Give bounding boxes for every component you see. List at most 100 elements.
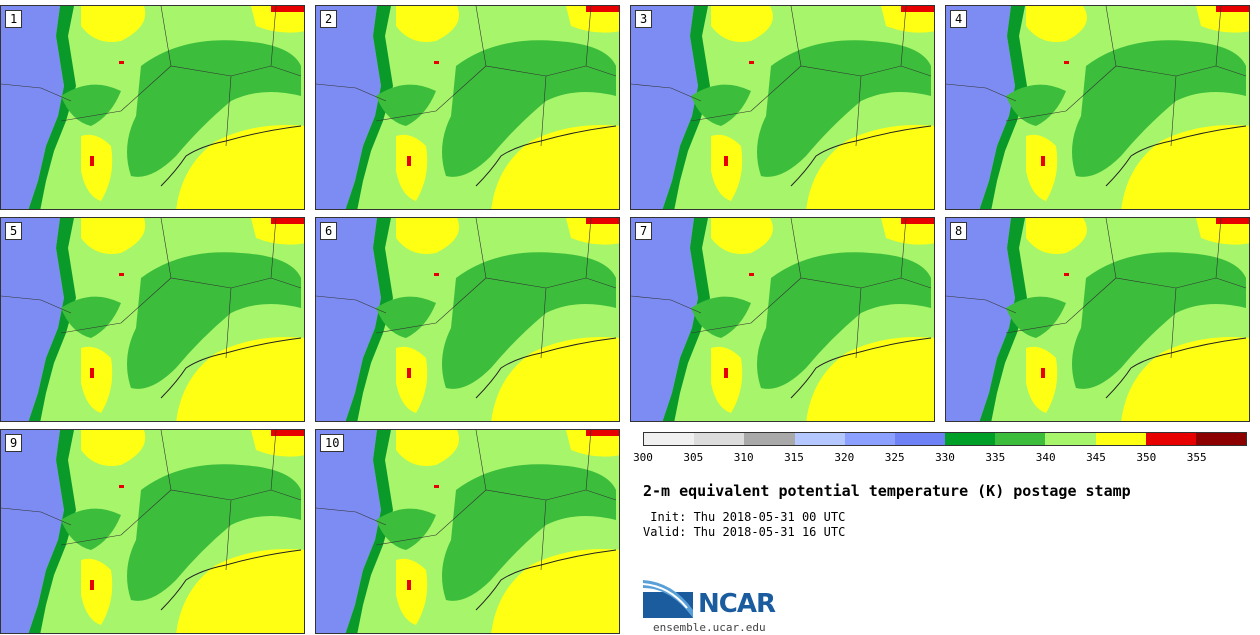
figure-title: 2-m equivalent potential temperature (K)… [643, 482, 1131, 500]
colorbar-tick-label: 325 [884, 451, 905, 464]
high-theta-northeast [566, 6, 619, 33]
moist-patch [376, 508, 436, 550]
ensemble-member-panel-8: 8 [945, 217, 1250, 422]
member-number-label: 3 [635, 10, 653, 28]
low-theta-region [631, 6, 698, 209]
ncar-logo-text: NCAR [698, 589, 776, 619]
max-theta-spot [119, 273, 124, 276]
high-theta-north [81, 430, 146, 466]
valid-time: Valid: Thu 2018-05-31 16 UTC [643, 525, 846, 539]
max-theta-spot [90, 156, 94, 166]
ensemble-member-panel-10: 10 [315, 429, 620, 634]
max-theta-spot [434, 61, 439, 64]
border-lines [631, 6, 932, 147]
max-theta-spot [271, 430, 304, 436]
colorbar-segment [744, 433, 795, 445]
high-theta-north [396, 218, 460, 254]
high-theta-patch [396, 134, 428, 201]
colorbar-tick-label: 335 [985, 451, 1006, 464]
moist-band [1072, 40, 1246, 177]
max-theta-spot [434, 485, 439, 488]
colorbar-tick-label: 310 [733, 451, 754, 464]
high-theta-northeast [881, 6, 934, 33]
high-theta-patch [81, 346, 113, 413]
coastline [475, 549, 617, 611]
colorbar-tick-label: 350 [1136, 451, 1157, 464]
max-theta-spot [90, 368, 94, 378]
map-field [631, 218, 934, 421]
low-theta-region [1, 6, 64, 209]
colorbar-segment [894, 433, 946, 445]
max-theta-spot [901, 6, 934, 12]
high-theta-region [806, 337, 934, 421]
border-lines [1, 430, 302, 571]
coastline [790, 125, 932, 187]
max-theta-spot [1216, 6, 1249, 12]
init-time: Init: Thu 2018-05-31 00 UTC [643, 510, 846, 524]
high-theta-north [81, 218, 146, 254]
low-theta-region [1, 218, 64, 421]
high-theta-northeast [1196, 6, 1249, 33]
high-theta-patch [711, 346, 743, 413]
low-theta-region [946, 6, 1015, 209]
max-theta-spot [724, 156, 728, 166]
high-theta-north [396, 430, 460, 466]
high-theta-region [176, 337, 304, 421]
low-theta-region [631, 218, 698, 421]
high-theta-north [1026, 218, 1087, 254]
coastline [160, 337, 302, 399]
colorbar-segment [694, 433, 745, 445]
border-lines [1, 6, 302, 147]
colorbar-tick-label: 320 [834, 451, 855, 464]
member-number-label: 4 [950, 10, 968, 28]
low-theta-region [316, 6, 381, 209]
high-theta-northeast [881, 218, 934, 245]
high-theta-patch [1026, 134, 1058, 201]
high-theta-patch [81, 134, 113, 201]
ensemble-member-panel-3: 3 [630, 5, 935, 210]
moist-patch [376, 296, 436, 338]
max-theta-spot [119, 61, 124, 64]
map-field [316, 430, 619, 633]
max-theta-spot [434, 273, 439, 276]
moist-band [127, 40, 301, 177]
max-theta-spot [1064, 61, 1069, 64]
ensemble-member-panel-2: 2 [315, 5, 620, 210]
moist-band [757, 252, 931, 389]
colorbar-segment [1145, 433, 1196, 445]
map-field [946, 6, 1249, 209]
ensemble-member-panel-9: 9 [0, 429, 305, 634]
colorbar-tick-label: 345 [1086, 451, 1106, 464]
high-theta-patch [81, 558, 113, 625]
high-theta-north [1026, 6, 1087, 42]
border-lines [946, 6, 1247, 147]
border-lines [316, 430, 617, 571]
max-theta-spot [407, 368, 411, 378]
high-theta-northeast [566, 218, 619, 245]
max-theta-spot [749, 61, 754, 64]
high-theta-north [711, 6, 773, 42]
colorbar [643, 432, 1247, 446]
high-theta-region [1121, 337, 1249, 421]
ensemble-url: ensemble.ucar.edu [653, 621, 766, 634]
ncar-logo-icon [643, 580, 693, 618]
max-theta-spot [586, 218, 619, 224]
high-theta-patch [1026, 346, 1058, 413]
low-theta-region [946, 218, 1015, 421]
colorbar-segment [644, 433, 695, 445]
max-theta-spot [1041, 368, 1045, 378]
max-theta-spot [901, 218, 934, 224]
member-number-label: 7 [635, 222, 653, 240]
high-theta-northeast [1196, 218, 1249, 245]
border-lines [946, 218, 1247, 359]
coastline [475, 337, 617, 399]
high-theta-patch [396, 558, 428, 625]
map-field [1, 6, 304, 209]
member-number-label: 5 [5, 222, 23, 240]
coastline [1105, 125, 1247, 187]
moist-patch [61, 508, 121, 550]
high-theta-northeast [566, 430, 619, 457]
moist-patch [376, 84, 436, 126]
map-field [631, 6, 934, 209]
high-theta-northeast [251, 6, 304, 33]
